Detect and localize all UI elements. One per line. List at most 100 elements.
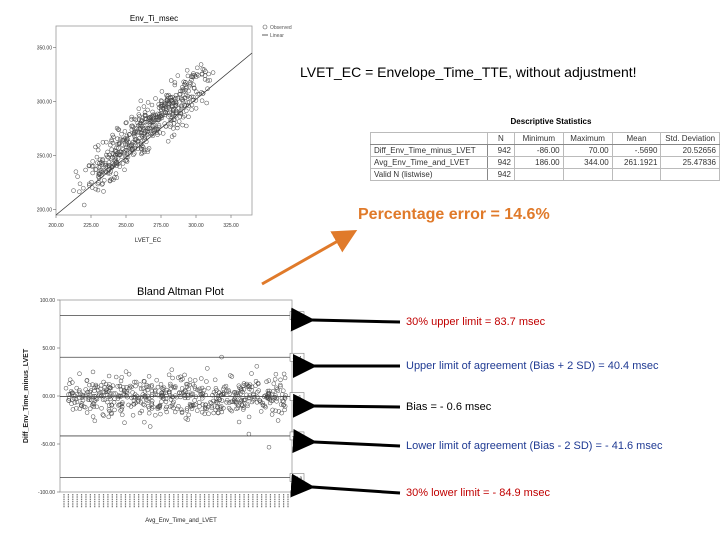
- data-point: [138, 130, 144, 135]
- data-point: [187, 84, 192, 89]
- data-point: [168, 78, 174, 83]
- data-point: [123, 158, 128, 163]
- data-point: [86, 163, 92, 169]
- data-point: [106, 407, 112, 412]
- data-point: [239, 403, 244, 408]
- data-point: [235, 405, 241, 411]
- data-point: [111, 400, 117, 405]
- data-point: [205, 366, 210, 371]
- data-point: [185, 393, 190, 398]
- data-point: [282, 375, 288, 381]
- data-point: [186, 412, 191, 418]
- data-point: [164, 404, 169, 410]
- data-point: [178, 390, 184, 396]
- data-point: [238, 391, 243, 396]
- data-point: [164, 93, 169, 98]
- data-point: [109, 147, 114, 152]
- data-point: [90, 170, 95, 176]
- data-point: [176, 119, 182, 124]
- data-point: [149, 406, 155, 411]
- data-point: [148, 128, 154, 134]
- data-point: [187, 100, 192, 105]
- data-point: [112, 396, 117, 402]
- data-point: [168, 117, 173, 123]
- data-point: [255, 389, 260, 395]
- data-point: [106, 163, 112, 169]
- data-point: [177, 390, 182, 395]
- data-point: [275, 418, 281, 423]
- data-point: [239, 388, 244, 393]
- y-tick-label: -100.00: [38, 490, 55, 496]
- data-point: [257, 398, 262, 403]
- data-point: [145, 387, 150, 393]
- legend-marker-observed: [262, 24, 268, 30]
- data-point: [124, 136, 130, 141]
- data-point: [78, 402, 84, 408]
- data-point: [184, 408, 190, 413]
- data-point: [153, 413, 158, 418]
- data-point: [100, 157, 105, 162]
- data-point: [197, 91, 202, 97]
- data-point: [100, 140, 106, 145]
- data-point: [129, 114, 134, 120]
- data-point: [244, 381, 250, 387]
- data-point: [92, 385, 97, 391]
- data-point: [100, 397, 106, 402]
- data-point: [227, 391, 233, 396]
- data-point: [74, 385, 79, 391]
- data-point: [232, 390, 238, 395]
- data-point: [163, 396, 169, 402]
- data-point: [93, 382, 99, 388]
- data-point: [96, 180, 101, 185]
- data-point: [205, 86, 210, 91]
- data-point: [81, 202, 87, 208]
- data-point: [160, 131, 166, 136]
- data-point: [96, 165, 102, 170]
- data-point: [170, 375, 175, 381]
- data-point: [89, 179, 94, 185]
- data-point: [125, 154, 131, 160]
- data-point: [178, 374, 183, 380]
- data-point: [189, 107, 194, 112]
- data-point: [100, 412, 106, 417]
- data-point: [153, 126, 159, 132]
- data-point: [249, 371, 254, 376]
- data-point: [121, 388, 127, 393]
- data-point: [95, 187, 101, 193]
- data-point: [73, 396, 79, 402]
- data-point: [258, 409, 264, 414]
- data-point: [178, 377, 184, 383]
- data-point: [127, 132, 132, 138]
- data-point: [155, 384, 161, 390]
- data-point: [145, 393, 150, 399]
- data-point: [163, 124, 169, 129]
- annotation-upper-30-limit: 30% upper limit = 83.7 msec: [406, 316, 546, 328]
- data-point: [186, 114, 191, 120]
- data-point: [145, 116, 151, 121]
- data-point: [125, 394, 130, 400]
- data-point: [159, 98, 165, 104]
- data-point: [200, 402, 206, 407]
- data-point: [146, 396, 152, 401]
- data-point: [183, 80, 188, 85]
- data-point: [193, 106, 199, 111]
- data-point: [141, 127, 146, 132]
- data-point: [204, 100, 209, 106]
- data-point: [274, 385, 279, 391]
- data-point: [215, 404, 220, 410]
- data-point: [161, 102, 167, 107]
- data-point: [123, 369, 129, 374]
- data-point: [113, 391, 118, 396]
- data-point: [162, 121, 167, 126]
- data-point: [200, 396, 205, 401]
- regression-scatter-plot: Env_Ti_msec Observed Linear 200.00 225.00 250…: [37, 14, 292, 244]
- data-point: [96, 171, 101, 177]
- data-point: [172, 80, 178, 85]
- x-tick-label: 275.00: [153, 223, 169, 229]
- data-point: [132, 131, 138, 137]
- data-point: [107, 178, 113, 184]
- data-point: [121, 385, 126, 390]
- data-point: [133, 379, 139, 385]
- data-point: [249, 399, 255, 405]
